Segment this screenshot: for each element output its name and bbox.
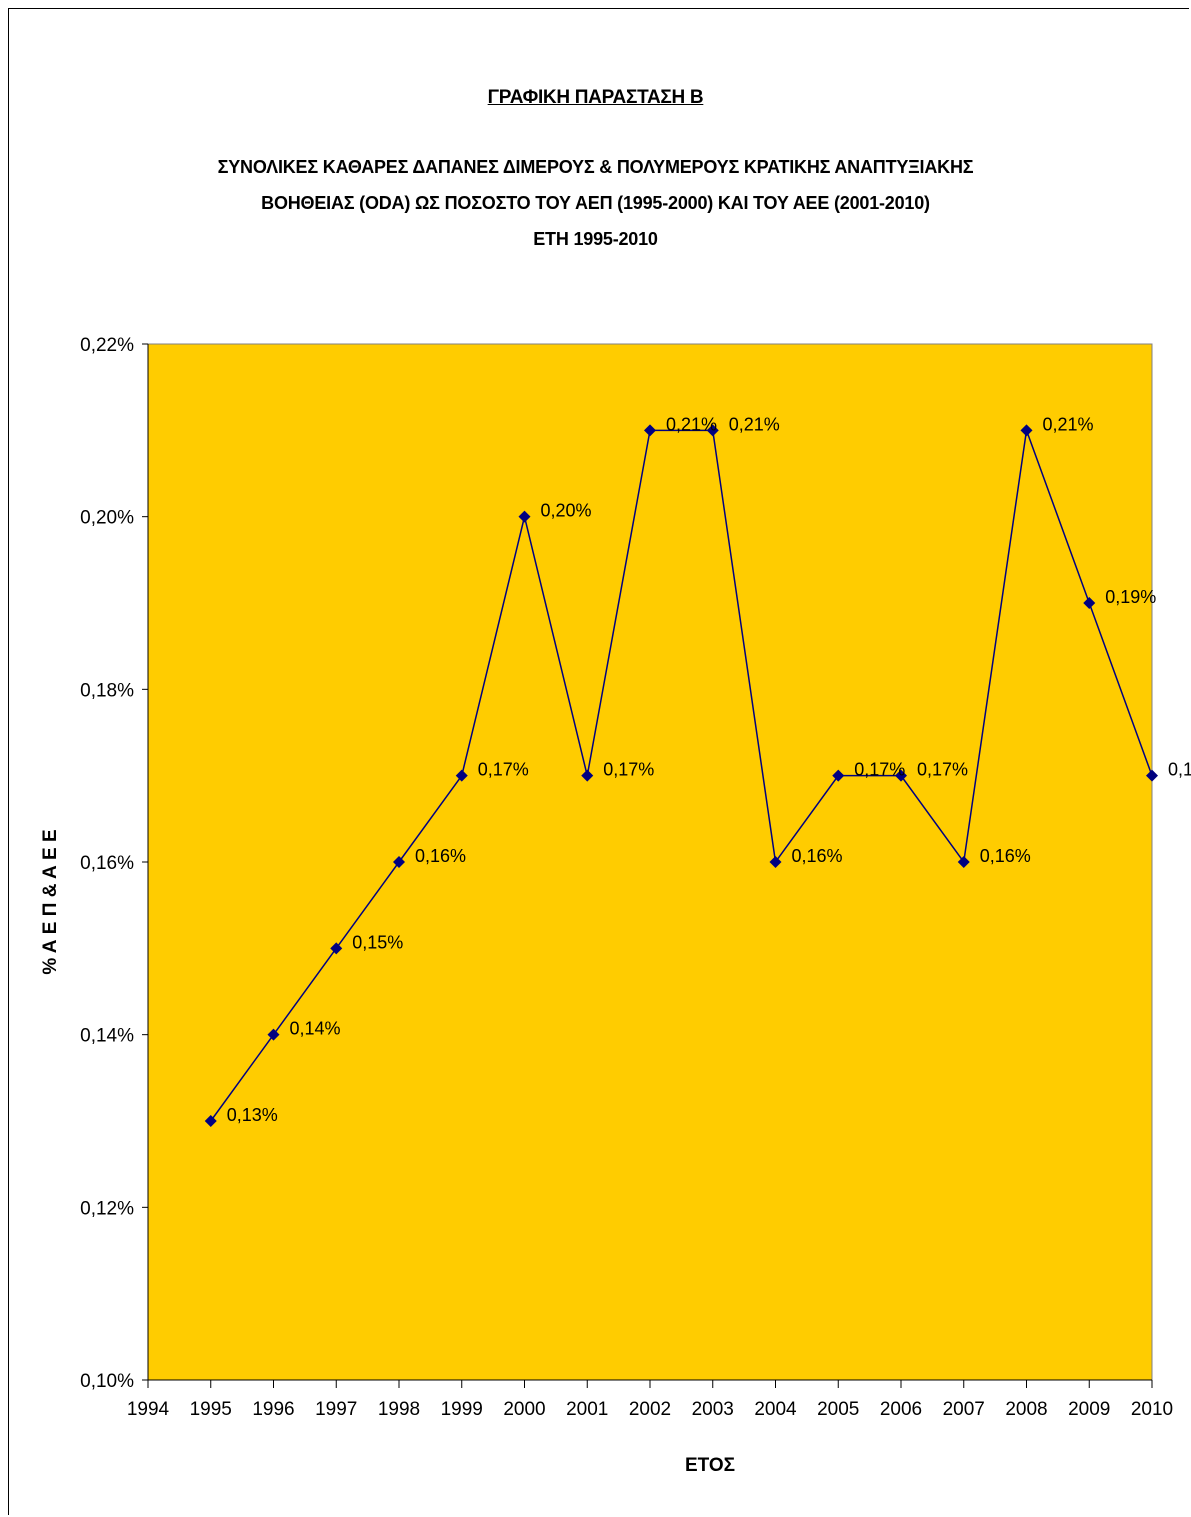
x-tick-label: 2003 [692,1399,734,1420]
x-tick-label: 2000 [503,1399,545,1420]
y-tick-label: 0,16% [80,853,134,874]
x-axis-title: ΕΤΟΣ [685,1455,735,1476]
series-markers [204,424,1158,1127]
x-tick-label: 2004 [754,1399,797,1420]
x-tick-label: 2007 [943,1399,985,1420]
data-point-marker [518,510,531,523]
x-tick-label: 2010 [1131,1399,1173,1420]
data-label: 0,16% [792,846,843,866]
data-label: 0,19% [1105,587,1156,607]
data-label: 0,17% [854,760,905,780]
x-axis-ticks: 1994 1995 1996 1997 1998 1999 2000 2001 2002 2003… [127,1380,1173,1420]
data-label: 0,14% [290,1019,341,1039]
x-tick-label: 2008 [1005,1399,1047,1420]
x-tick-label: 1999 [441,1399,483,1420]
y-axis-ticks: 0,10% 0,12% 0,14% 0,16% 0,18% 0,20% 0,22% [80,335,148,1392]
data-label: 0,13% [227,1105,278,1125]
y-tick-label: 0,18% [80,680,134,701]
data-point-marker [330,942,343,955]
data-point-marker [455,769,468,782]
data-label: 0,17% [917,760,968,780]
page-frame [8,8,1189,1515]
y-tick-label: 0,22% [80,335,134,356]
data-point-marker [1083,597,1096,609]
x-tick-label: 1997 [315,1399,357,1420]
chart-title: ΓΡΑΦΙΚΗ ΠΑΡΑΣΤΑΣΗ Β [487,87,704,108]
chart-subtitle-line-1: ΣΥΝΟΛΙΚΕΣ ΚΑΘΑΡΕΣ ΔΑΠΑΝΕΣ ΔΙΜΕΡΟΥΣ & ΠΟΛ… [217,157,974,177]
y-axis-title: % Α Ε Π & Α Ε Ε [40,829,61,974]
data-label: 0,15% [352,932,403,952]
data-point-marker [267,1028,280,1041]
y-tick-label: 0,20% [80,508,134,529]
data-point-marker [895,769,907,782]
data-label: 0,20% [541,501,592,521]
data-point-marker [644,424,656,437]
data-point-marker [204,1115,217,1127]
data-point-marker [1146,769,1158,782]
x-tick-label: 2005 [817,1399,859,1420]
data-point-marker [393,856,405,868]
series-line [210,429,1153,1122]
data-point-marker [957,856,970,868]
chart-subtitle-line-2: ΒΟΗΘΕΙΑΣ (ODA) ΩΣ ΠΟΣΟΣΤΟ ΤΟΥ ΑΕΠ (1995-… [261,193,930,213]
data-label: 0,16% [415,846,466,866]
x-tick-label: 2001 [566,1399,608,1420]
chart-subtitle-line-3: ΕΤΗ 1995-2010 [533,229,658,249]
plot-area [147,343,1153,1381]
data-point-marker [1020,424,1033,437]
data-label: 0,17% [478,760,529,780]
data-point-marker [581,769,594,782]
x-tick-label: 1998 [378,1399,420,1420]
data-point-marker [832,769,845,782]
data-label: 0,21% [729,414,780,434]
y-tick-label: 0,10% [80,1371,134,1392]
data-label: 0,21% [666,414,717,434]
x-tick-label: 2006 [880,1399,922,1420]
data-label: 0,21% [1043,414,1094,434]
y-tick-label: 0,12% [80,1198,134,1219]
x-tick-label: 1994 [127,1399,170,1420]
data-label: 0,17% [603,760,654,780]
data-point-marker [706,424,719,437]
x-tick-label: 2002 [629,1399,671,1420]
data-label: 0,17% [1168,760,1191,780]
y-tick-label: 0,14% [80,1026,134,1047]
data-point-marker [769,856,782,868]
data-label: 0,16% [980,846,1031,866]
x-tick-label: 1995 [190,1399,232,1420]
data-labels: 0,13% 0,14% 0,15% 0,16% 0,17% 0,20% 0,17% 0,21%… [227,414,1191,1125]
x-tick-label: 2009 [1068,1399,1110,1420]
x-tick-label: 1996 [252,1399,294,1420]
